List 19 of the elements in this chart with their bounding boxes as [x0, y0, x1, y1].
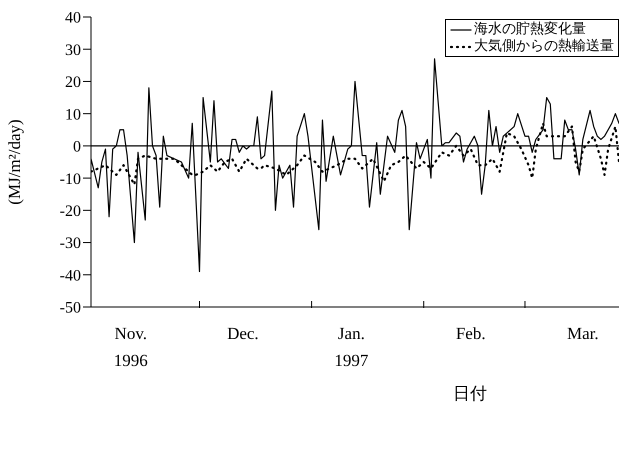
- y-tick-label: 20: [65, 74, 81, 92]
- legend-label: 大気側からの熱輸送量: [474, 38, 614, 55]
- y-tick-label: 30: [65, 42, 81, 59]
- y-axis-title: (MJ/m²/day): [5, 119, 24, 205]
- y-tick-label: -40: [60, 267, 81, 284]
- x-tick-label: Feb.: [456, 324, 486, 343]
- x-tick-label: Dec.: [227, 324, 259, 343]
- x-tick-label: Mar.: [567, 324, 599, 343]
- y-tick-label: 10: [65, 106, 81, 124]
- y-tick-label: -30: [60, 235, 81, 252]
- y-tick-label: 0: [73, 138, 81, 156]
- y-tick-label: 40: [65, 10, 81, 27]
- y-tick-label: -50: [60, 300, 81, 317]
- y-tick-label: -10: [60, 170, 81, 188]
- x-tick-label: Jan. 1997: [334, 324, 369, 370]
- x-axis-title: 日付: [453, 384, 487, 404]
- y-tick-label: -20: [60, 203, 81, 220]
- legend-label: 海水の貯熱変化量: [474, 21, 586, 38]
- x-tick-label: Nov. 1996: [114, 324, 148, 370]
